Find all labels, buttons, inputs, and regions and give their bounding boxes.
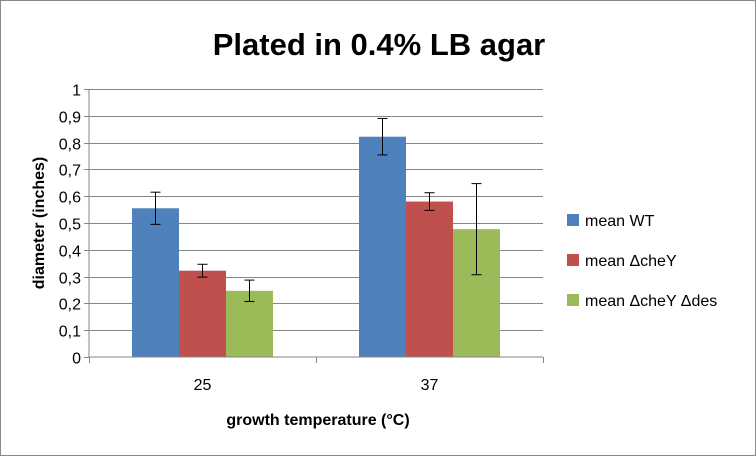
error-bars [150,117,482,303]
y-tick-label: 0,7 [59,163,81,180]
y-tick-label: 0,5 [59,217,81,234]
y-tick-label: 0,3 [59,271,81,288]
y-axis-ticks: 0 0,1 0,2 0,3 0,4 0,5 0,6 0,7 0,8 0,9 1 [59,83,89,368]
y-tick-label: 0,8 [59,137,81,154]
y-tick-label: 0,4 [59,244,81,261]
legend-swatch [567,254,579,266]
y-tick-label: 0 [72,351,81,368]
error-bar [197,263,208,278]
legend-label: mean ΔcheY [585,253,677,270]
chart-title: Plated in 0.4% LB agar [213,27,546,62]
legend-item: mean ΔcheY [567,253,677,270]
legend-swatch [567,294,579,306]
bar [179,270,226,357]
legend-swatch [567,214,579,226]
y-tick-label: 1 [72,83,81,100]
error-bar [424,192,435,211]
y-tick-label: 0,1 [59,324,81,341]
error-bar [471,183,482,276]
error-bar [244,279,255,303]
y-tick-label: 0,9 [59,110,81,127]
bar [132,208,179,357]
y-axis-label: diameter (inches) [31,157,48,289]
y-tick-label: 0,6 [59,190,81,207]
bar [406,201,453,357]
legend-item: mean WT [567,213,655,230]
legend-label: mean WT [585,213,655,230]
legend-label: mean ΔcheY Δdes [585,293,717,310]
x-axis-label: growth temperature (°C) [226,412,409,429]
x-tick-label: 25 [194,377,212,394]
bar [359,136,406,357]
x-axis-ticks: 25 37 [89,357,544,394]
y-tick-label: 0,2 [59,297,81,314]
x-tick-label: 37 [421,377,439,394]
bars [132,136,500,357]
legend-item: mean ΔcheY Δdes [567,293,717,310]
error-bar [150,191,161,225]
legend: mean WT mean ΔcheY mean ΔcheY Δdes [567,213,717,310]
error-bar [377,117,388,156]
